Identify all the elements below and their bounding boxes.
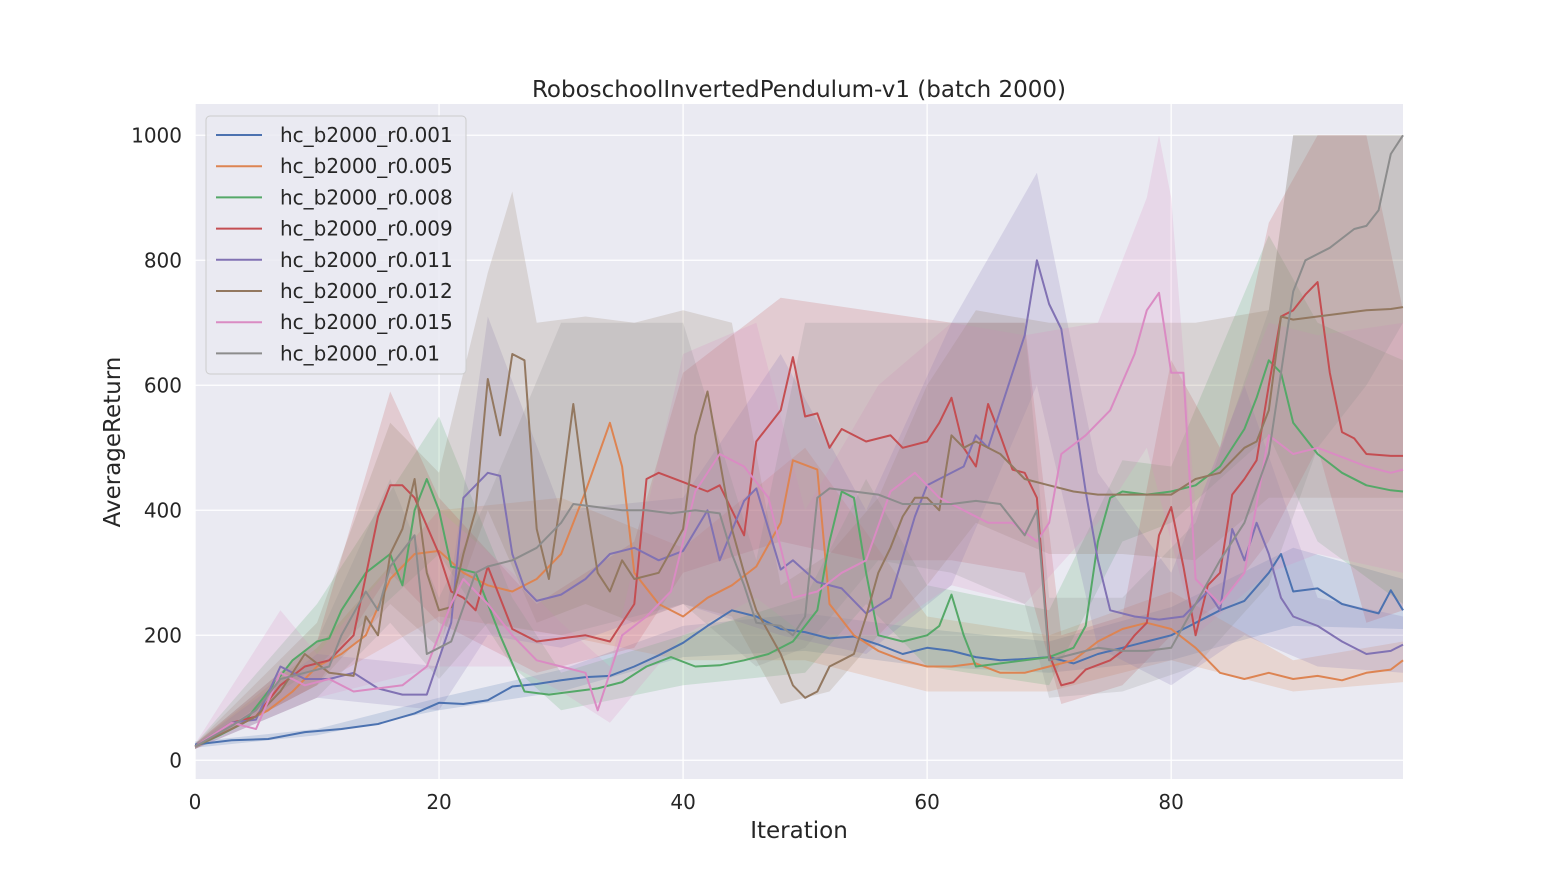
series-line-hc_b2000_r0.015 [194, 291, 1404, 748]
series-line-hc_b2000_r0.001 [194, 553, 1404, 746]
y-tick-label: 400 [144, 498, 182, 522]
band-hc_b2000_r0.001 [195, 547, 1403, 748]
x-axis-ticks: 0 20 40 60 80 [189, 790, 1184, 814]
legend-label: hc_b2000_r0.012 [280, 279, 453, 303]
y-tick-label: 800 [144, 248, 182, 272]
series-line-hc_b2000_r0.005 [194, 421, 1404, 748]
y-axis-label: AverageReturn [100, 357, 126, 528]
series-line-hc_b2000_r0.01 [194, 134, 1404, 748]
y-tick-label: 0 [169, 748, 182, 772]
legend-label: hc_b2000_r0.009 [280, 217, 453, 241]
legend-label: hc_b2000_r0.011 [280, 248, 453, 272]
x-tick-label: 80 [1158, 790, 1183, 814]
legend-label: hc_b2000_r0.015 [280, 310, 453, 334]
y-tick-label: 200 [144, 623, 182, 647]
band-hc_b2000_r0.011 [195, 172, 1403, 750]
series-line-hc_b2000_r0.008 [194, 359, 1404, 748]
band-hc_b2000_r0.015 [195, 135, 1403, 750]
legend-label: hc_b2000_r0.008 [280, 185, 453, 209]
legend-label: hc_b2000_r0.01 [280, 341, 440, 365]
series-line-hc_b2000_r0.009 [194, 281, 1403, 748]
y-tick-label: 1000 [131, 123, 182, 147]
legend-box [205, 115, 467, 375]
band-hc_b2000_r0.009 [195, 135, 1403, 750]
y-tick-label: 600 [144, 373, 182, 397]
series-lines [194, 134, 1404, 748]
series-line-hc_b2000_r0.011 [194, 259, 1404, 748]
legend: hc_b2000_r0.001 hc_b2000_r0.005 hc_b2000_r… [205, 115, 467, 375]
band-hc_b2000_r0.012 [195, 135, 1403, 750]
band-hc_b2000_r0.01 [195, 135, 1403, 750]
series-line-hc_b2000_r0.012 [194, 306, 1404, 748]
band-hc_b2000_r0.005 [195, 447, 1403, 749]
x-tick-label: 20 [426, 790, 451, 814]
legend-label: hc_b2000_r0.005 [280, 154, 453, 178]
x-tick-label: 40 [670, 790, 695, 814]
y-axis-ticks: 0 200 400 600 800 1000 [131, 123, 182, 772]
x-tick-label: 0 [189, 790, 202, 814]
x-tick-label: 60 [914, 790, 939, 814]
legend-label: hc_b2000_r0.001 [280, 123, 453, 147]
band-hc_b2000_r0.008 [195, 235, 1403, 750]
chart-title: RoboschoolInvertedPendulum-v1 (batch 200… [532, 77, 1066, 103]
x-axis-label: Iteration [750, 818, 848, 844]
confidence-bands [195, 135, 1403, 750]
